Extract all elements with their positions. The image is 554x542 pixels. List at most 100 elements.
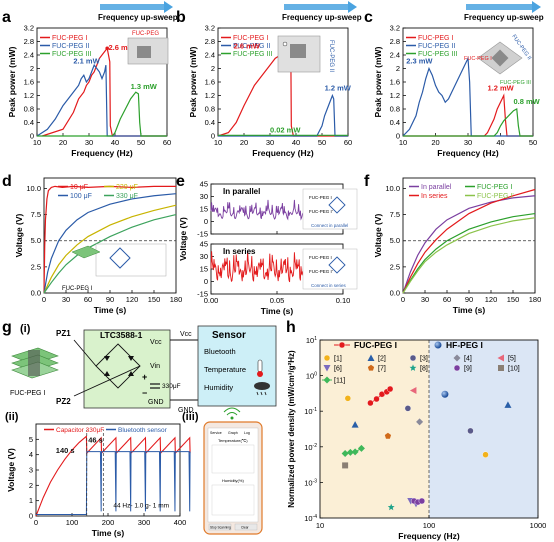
legend-label-h-8: [9] — [464, 366, 472, 373]
region-fuc — [320, 340, 429, 518]
vin-label: Vin — [150, 363, 160, 370]
y-tick-label-e0: 30 — [200, 192, 208, 201]
annotation-a-2: 1.3 mW — [131, 82, 158, 91]
y-tick-label-c: 2.4 — [390, 51, 400, 60]
y-tick-label-b: 0.8 — [205, 105, 215, 114]
subplot-title-e-1: In series — [223, 247, 256, 256]
y-tick-label-d: 0.0 — [31, 289, 41, 298]
y-tick-label-e1: 45 — [200, 240, 208, 249]
y-tick-label-g_ii: 1 — [29, 496, 33, 505]
x-tick-label-c: 40 — [496, 138, 504, 147]
x-tick-label-d: 60 — [84, 295, 92, 304]
point-h-4-0 — [404, 405, 412, 412]
point-h-9-0 — [387, 503, 395, 511]
y-tick-label-h: 10-1 — [304, 407, 317, 416]
bridge-rectifier-icon — [95, 343, 141, 389]
legend-label-d-0: 10 μF — [70, 184, 88, 191]
legend-label-a-2: FUC-PEG III — [52, 51, 91, 58]
x-tick-label-g_ii: 200 — [102, 518, 115, 527]
y-tick-label-b: 2.8 — [205, 37, 215, 46]
y-tick-label-e0: 45 — [200, 180, 208, 189]
series-line-a-1 — [36, 63, 167, 137]
y-tick-label-b: 1.6 — [205, 78, 215, 87]
x-tick-label-h: 1000 — [530, 521, 547, 530]
sensor-title: Sensor — [212, 330, 246, 341]
point-h-3-0 — [351, 421, 359, 428]
y-tick-label-a: 2.8 — [24, 37, 34, 46]
region-label-fuc: FUC-PEG I — [354, 340, 397, 350]
x-axis-title-b: Frequency (Hz) — [252, 148, 314, 158]
y-tick-label-d: 2.5 — [31, 262, 41, 271]
annotation-a-0: 2.1 mW — [73, 56, 100, 65]
y-axis-title-d: Voltage (V) — [14, 213, 24, 257]
y-tick-label-c: 1.6 — [390, 78, 400, 87]
subplot-title-e-0: In parallel — [223, 187, 260, 196]
x-tick-label-g_ii: 0 — [34, 518, 38, 527]
x-tick-label-b: 40 — [292, 138, 300, 147]
region-label-hf: HF-PEG I — [446, 340, 483, 350]
x-tick-label-a: 60 — [163, 138, 171, 147]
chart-b: 10 20 30 40 50 60 0 0.4 0.8 1.2 1.6 2 2.4 2.8 3.2 Frequ… — [188, 24, 352, 159]
circuit-diagram: FUC-PEG I PZ1 PZ2 LTC3588-1 Vcc Vin GND … — [10, 325, 277, 414]
x-tick-label-a: 20 — [59, 138, 67, 147]
x-tick-label-f: 150 — [507, 295, 520, 304]
panel-letter-c: c — [364, 9, 373, 26]
panel-letter-e: e — [176, 173, 185, 190]
legend-marker-h-9 — [498, 365, 504, 371]
legend-label-c-2: FUC-PEG III — [418, 51, 457, 58]
minus-sign: − — [142, 388, 147, 398]
legend-marker-h-3 — [453, 354, 461, 362]
point-h-6-0 — [409, 387, 417, 395]
chart-e: -15 0 15 30 45 In parallel FUC-PEG I FUC-PEG I'… — [178, 180, 358, 316]
legend-marker-h-1 — [367, 354, 375, 361]
device-inset-c: FUC-PEG I FUC-PEG II FUC-PEG III — [464, 34, 532, 86]
chart-f: 0 30 60 90 120 150 180 0.0 2.5 5.0 7.5 10.0 Time (s)… — [373, 177, 542, 315]
phone-tab-service[interactable]: Service — [210, 431, 222, 435]
gnd-label-wire: GND — [178, 407, 194, 414]
thermometer-icon — [257, 359, 263, 377]
x-axis-title-c: Frequency (Hz) — [437, 148, 499, 158]
y-tick-label-f: 5.0 — [390, 236, 400, 245]
legend-label-h-5: [6] — [334, 366, 342, 373]
y-tick-label-b: 2 — [211, 64, 215, 73]
y-tick-label-d: 5.0 — [31, 236, 41, 245]
annotation-g_ii-0: 140 s — [56, 446, 75, 455]
series-line-b-0 — [217, 47, 348, 137]
x-tick-label-f: 180 — [529, 295, 542, 304]
y-tick-label-e0: 0 — [204, 217, 208, 226]
legend-marker-h-2 — [409, 354, 417, 362]
x-tick-label-b: 20 — [240, 138, 248, 147]
y-tick-label-f: 0.0 — [390, 289, 400, 298]
y-tick-label-a: 2.4 — [24, 51, 34, 60]
point-h-0-4 — [386, 385, 394, 393]
phone-tab-graph[interactable]: Graph — [228, 431, 238, 435]
phone-stop-button[interactable] — [208, 523, 232, 531]
device-inset-b: FUC-PEG II — [277, 35, 334, 72]
inset-label-e-0-b: FUC-PEG I' — [309, 209, 333, 214]
legend-marker-hf — [434, 341, 442, 349]
point-h-3-1 — [504, 401, 512, 408]
y-tick-label-e1: -15 — [197, 290, 208, 299]
x-axis-title-e1: Time (s) — [261, 306, 294, 316]
phone-clear-button[interactable] — [234, 523, 258, 531]
legend-label-a-0: FUC-PEG I — [52, 35, 87, 42]
x-tick-label-b: 30 — [266, 138, 274, 147]
connect-label-e-0: Connect in parallel — [311, 223, 348, 228]
legend-label-f-3: FUC-PEG I' — [477, 193, 514, 200]
series-line-c-0 — [403, 93, 533, 137]
phone-tab-log[interactable]: Log — [244, 431, 250, 435]
y-tick-label-d: 7.5 — [31, 210, 41, 219]
circuit-inset-d — [95, 243, 167, 277]
y-tick-label-b: 2.4 — [205, 51, 215, 60]
series-line-f-3 — [402, 217, 536, 294]
x-tick-label-d: 0 — [42, 295, 46, 304]
series-line-f-1 — [402, 188, 536, 294]
legend-marker-h-5 — [323, 365, 331, 372]
sweep-label-c: Frequency up-sweep — [464, 13, 544, 22]
series-line-f-2 — [402, 212, 536, 294]
point-h-12-1 — [346, 448, 354, 456]
series-line-a-0 — [42, 46, 167, 137]
y-axis-title-g_ii: Voltage (V) — [6, 448, 16, 492]
legend-label-g_ii-1: Bluetooth sensor — [118, 427, 168, 434]
series-line-d-1 — [43, 193, 177, 294]
